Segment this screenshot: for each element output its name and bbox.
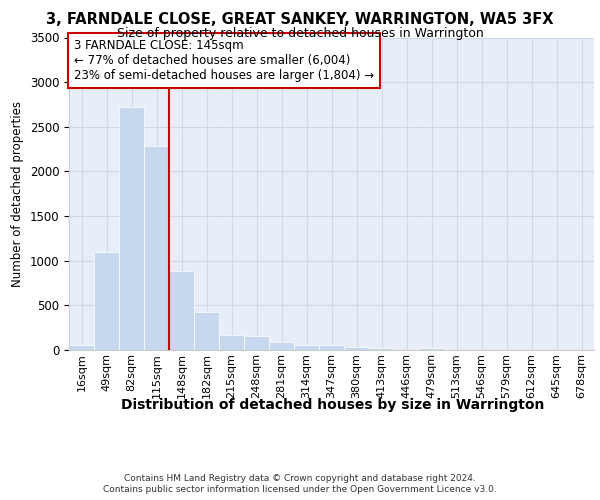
Bar xyxy=(344,347,369,350)
Bar xyxy=(194,312,219,350)
Text: 3 FARNDALE CLOSE: 145sqm
← 77% of detached houses are smaller (6,004)
23% of sem: 3 FARNDALE CLOSE: 145sqm ← 77% of detach… xyxy=(74,39,374,82)
Bar xyxy=(119,107,144,350)
Text: Distribution of detached houses by size in Warrington: Distribution of detached houses by size … xyxy=(121,398,545,411)
Bar xyxy=(219,335,244,350)
Bar xyxy=(419,348,444,350)
Bar xyxy=(69,345,94,350)
Bar xyxy=(369,348,394,350)
Text: Contains HM Land Registry data © Crown copyright and database right 2024.
Contai: Contains HM Land Registry data © Crown c… xyxy=(103,474,497,494)
Bar xyxy=(269,342,294,350)
Bar xyxy=(94,252,119,350)
Y-axis label: Number of detached properties: Number of detached properties xyxy=(11,101,24,287)
Bar xyxy=(294,344,319,350)
Bar xyxy=(319,345,344,350)
Text: 3, FARNDALE CLOSE, GREAT SANKEY, WARRINGTON, WA5 3FX: 3, FARNDALE CLOSE, GREAT SANKEY, WARRING… xyxy=(46,12,554,28)
Text: Size of property relative to detached houses in Warrington: Size of property relative to detached ho… xyxy=(116,28,484,40)
Bar xyxy=(144,146,169,350)
Bar xyxy=(244,336,269,350)
Bar xyxy=(169,272,194,350)
